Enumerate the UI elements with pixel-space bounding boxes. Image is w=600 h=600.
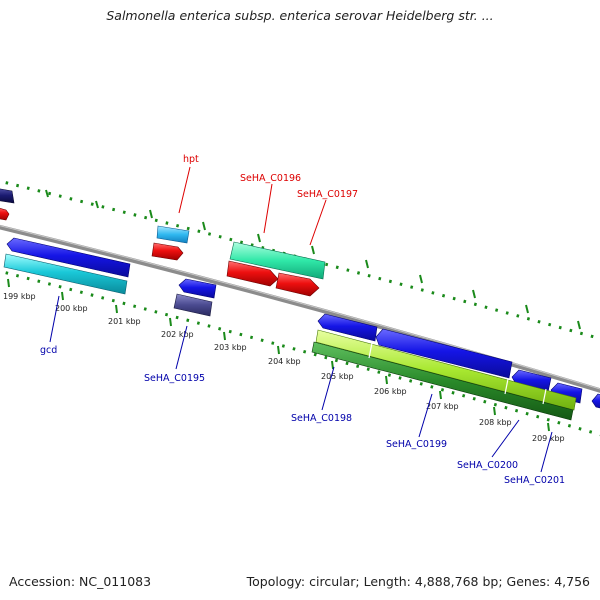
gene-label-SeHA_C0196: SeHA_C0196 xyxy=(240,173,301,184)
gene-label-gcd: gcd xyxy=(40,345,57,356)
gene-SeHA_C0195 xyxy=(173,293,213,317)
outer-scale-ring xyxy=(0,179,600,341)
gene-gcd-blue xyxy=(6,237,131,278)
genome-backbone xyxy=(0,224,600,393)
gene-band-separators xyxy=(368,342,547,405)
tick-label-200kbp: 200 kbp xyxy=(55,304,88,313)
blue-leader-lines xyxy=(49,295,553,473)
gene-label-SeHA_C0201: SeHA_C0201 xyxy=(504,475,565,486)
tick-label-203kbp: 203 kbp xyxy=(214,343,247,352)
navy-gene-edge-top xyxy=(0,188,15,204)
tick-label-205kbp: 205 kbp xyxy=(321,372,354,381)
gene-darkgreen-band xyxy=(311,341,574,421)
inner-scale-ring xyxy=(0,269,600,437)
gene-lime-band xyxy=(315,329,577,411)
tick-label-207kbp: 207 kbp xyxy=(426,402,459,411)
topology-label: Topology: circular; Length: 4,888,768 bp… xyxy=(246,574,590,589)
tick-label-199kbp: 199 kbp xyxy=(3,292,36,301)
gene-blue-edge xyxy=(591,393,600,409)
gene-label-SeHA_C0198: SeHA_C0198 xyxy=(291,413,352,424)
gene-label-hpt: hpt xyxy=(183,154,199,165)
map-title: Salmonella enterica subsp. enterica sero… xyxy=(106,8,494,23)
gene-mint-upper xyxy=(229,241,326,280)
gene-SeHA_C0198-blue xyxy=(317,313,378,342)
inner-scale-major-ticks xyxy=(7,278,550,432)
gene-label-SeHA_C0200: SeHA_C0200 xyxy=(457,460,518,471)
gene-SeHA_C0197 xyxy=(275,272,320,297)
gene-label-SeHA_C0197: SeHA_C0197 xyxy=(297,189,358,200)
tick-label-204kbp: 204 kbp xyxy=(268,357,301,366)
gene-gcd-cyan xyxy=(3,253,128,295)
gene-SeHA_C0199-blue xyxy=(375,328,513,379)
outer-scale-major-ticks xyxy=(45,189,581,330)
gene-hpt xyxy=(151,242,184,261)
tick-label-202kbp: 202 kbp xyxy=(161,330,194,339)
gene-label-SeHA_C0195: SeHA_C0195 xyxy=(144,373,205,384)
gene-hpt-outer xyxy=(156,225,190,244)
tick-label-208kbp: 208 kbp xyxy=(479,418,512,427)
red-leader-lines xyxy=(178,166,327,246)
red-gene-edge xyxy=(0,208,10,221)
tick-label-209kbp: 209 kbp xyxy=(532,434,565,443)
tick-label-206kbp: 206 kbp xyxy=(374,387,407,396)
gene-blue-small xyxy=(178,278,217,299)
accession-label: Accession: NC_011083 xyxy=(9,574,152,589)
gene-SeHA_C0196 xyxy=(226,260,279,287)
gene-label-SeHA_C0199: SeHA_C0199 xyxy=(386,439,447,450)
tick-label-201kbp: 201 kbp xyxy=(108,317,141,326)
